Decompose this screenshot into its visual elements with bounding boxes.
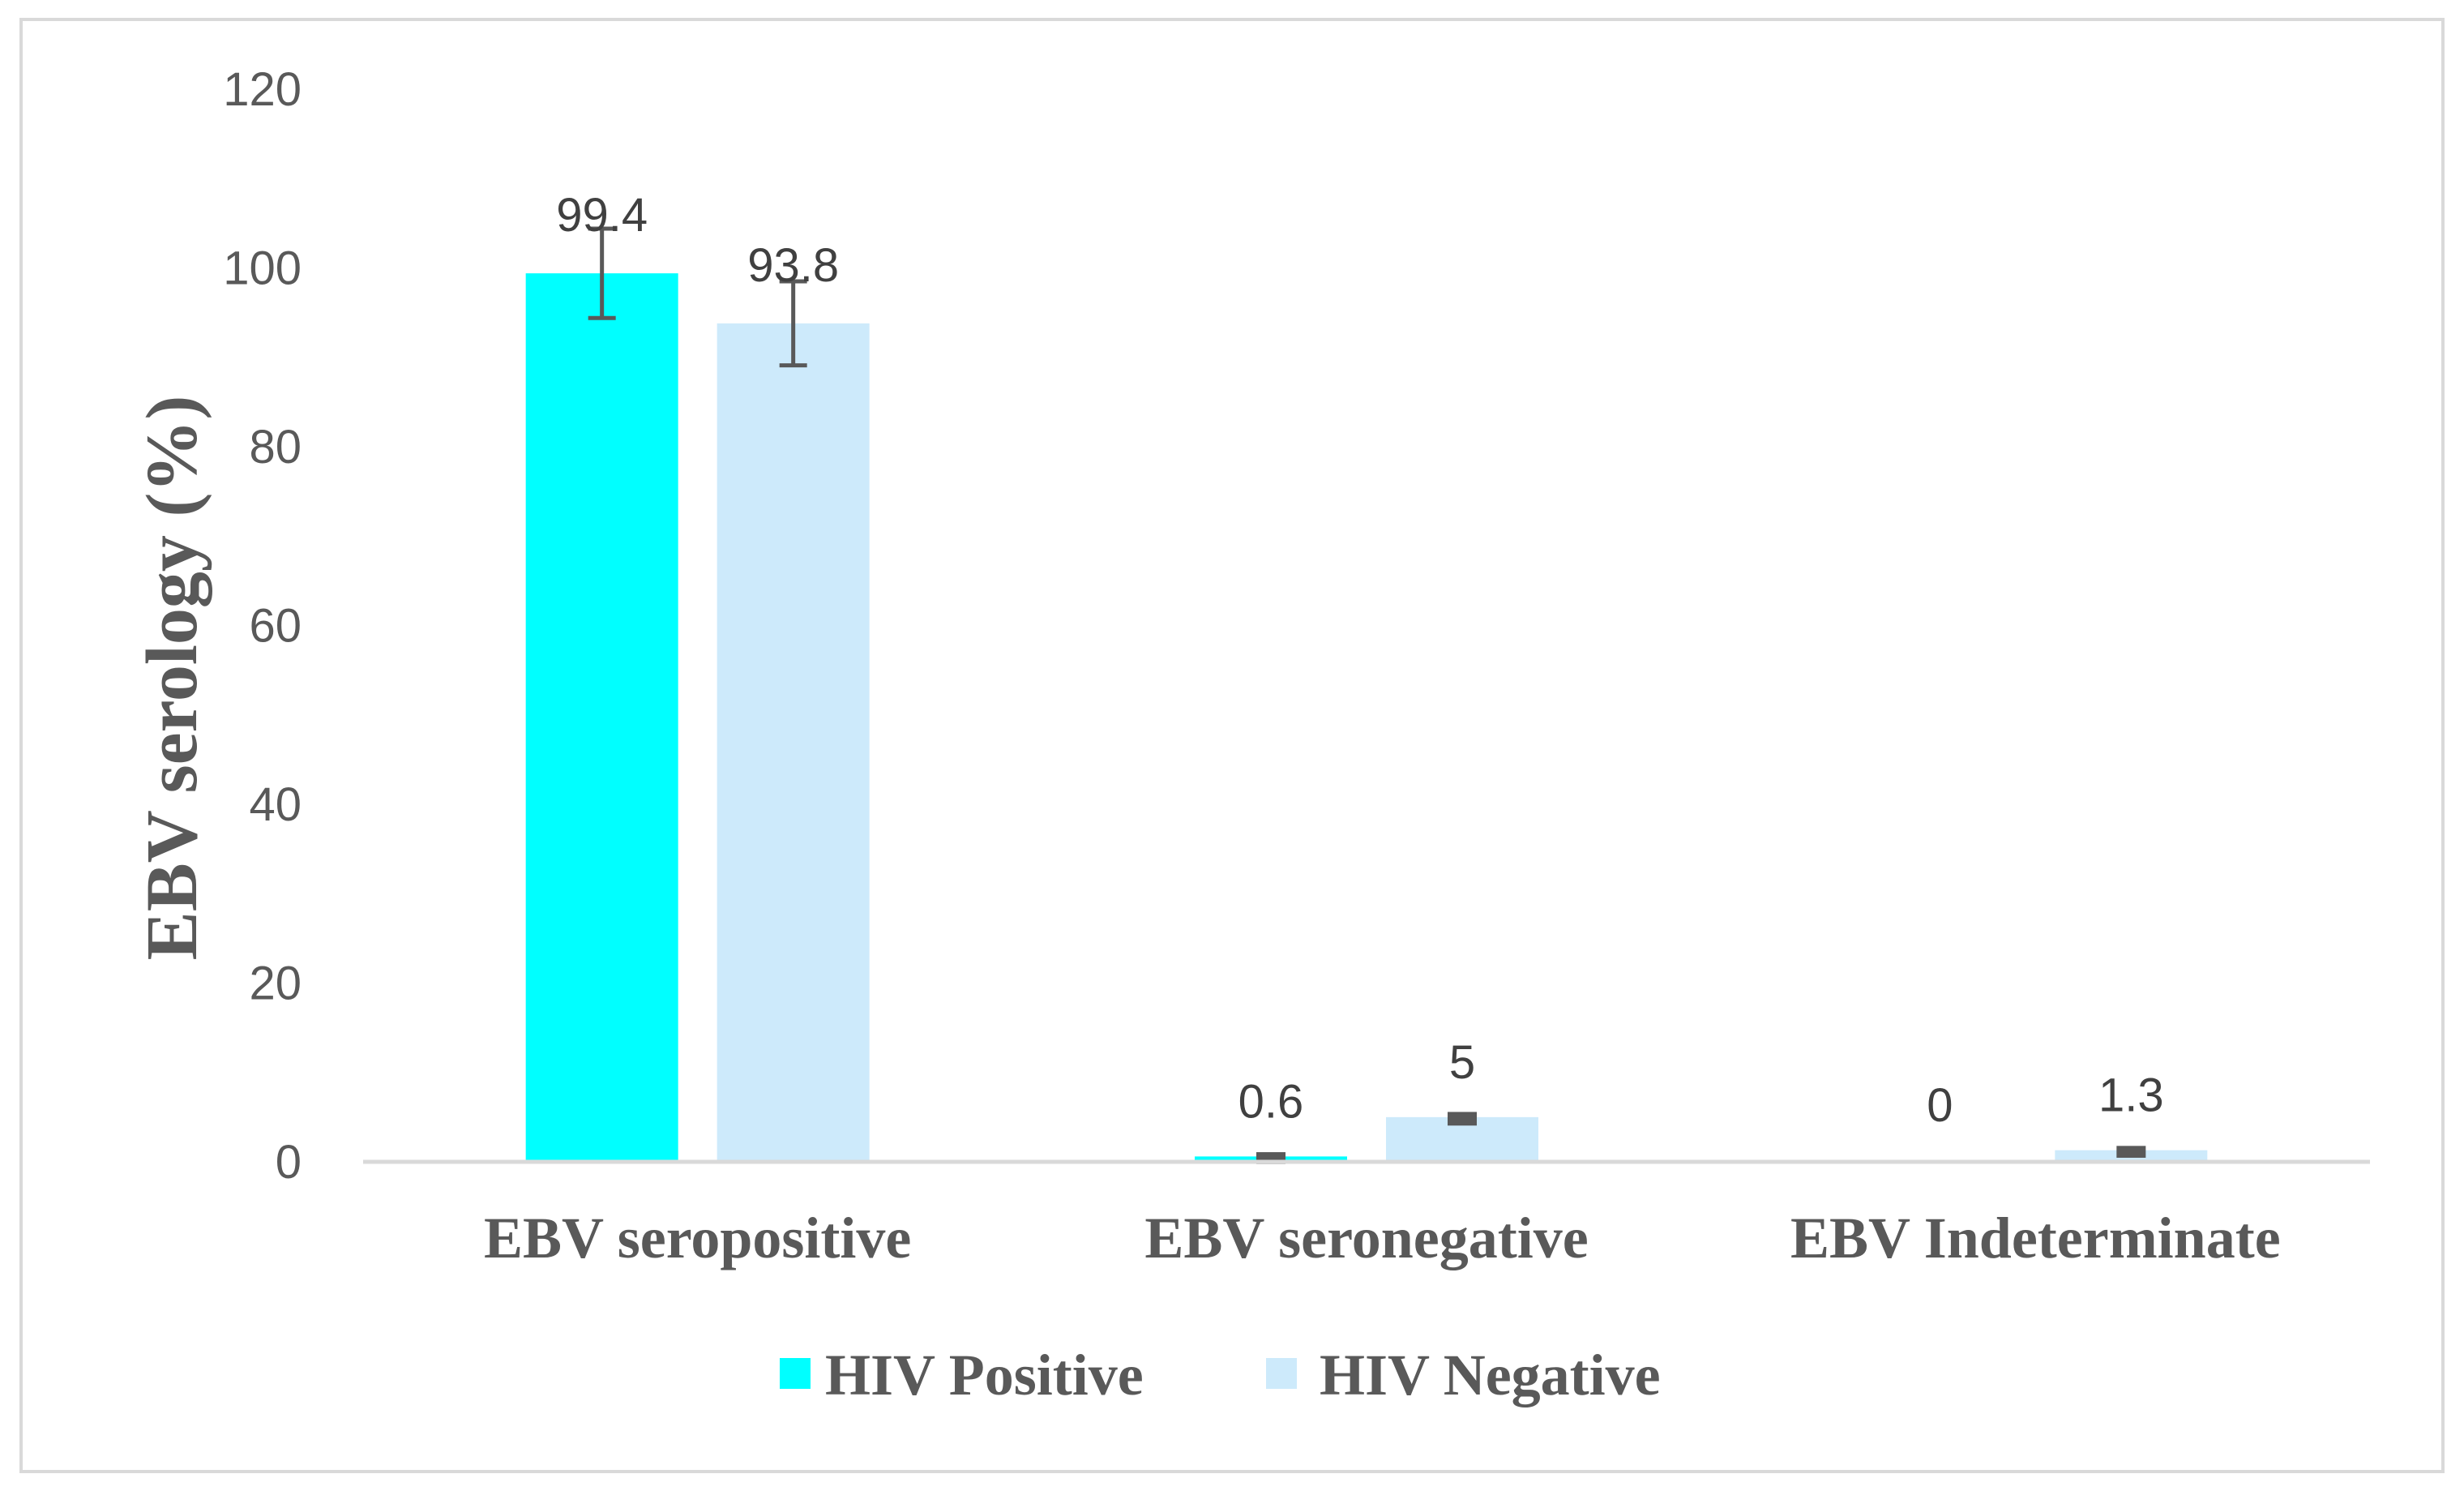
legend-label: HIV Positive	[825, 1343, 1144, 1407]
category-label: EBV Indeterminate	[1790, 1206, 2281, 1270]
y-tick-label: 40	[249, 778, 302, 831]
bar-hiv-positive	[525, 273, 678, 1162]
error-bar-cap	[2116, 1146, 2146, 1158]
y-tick-label: 0	[276, 1136, 302, 1189]
legend-swatch-hiv-negative	[1266, 1358, 1297, 1389]
data-label: 0	[1927, 1079, 1953, 1132]
data-label: 93.8	[747, 239, 839, 292]
category-label: EBV seropositive	[484, 1206, 911, 1270]
bar-hiv-negative	[717, 323, 870, 1163]
y-tick-label: 60	[249, 600, 302, 653]
legend-label: HIV Negative	[1320, 1343, 1661, 1407]
y-tick-label: 20	[249, 958, 302, 1010]
category-label: EBV seronegative	[1144, 1206, 1588, 1270]
bars	[525, 273, 2208, 1163]
y-tick-label: 100	[223, 242, 302, 295]
y-tick-label: 80	[249, 421, 302, 473]
data-label: 1.3	[2098, 1069, 2164, 1122]
legend: HIV Positive HIV Negative	[780, 1343, 1661, 1407]
error-bar-cap	[1448, 1112, 1477, 1126]
data-label: 0.6	[1238, 1075, 1304, 1128]
data-label: 99.4	[556, 189, 648, 242]
category-labels: EBV seropositive EBV seronegative EBV Inde…	[484, 1206, 2281, 1270]
data-label: 5	[1449, 1036, 1475, 1089]
chart-frame	[19, 18, 2445, 1473]
y-axis-ticks: 0 20 40 60 80 100 120	[223, 63, 302, 1189]
y-axis-title: EBV serology (%)	[132, 396, 212, 961]
legend-swatch-hiv-positive	[780, 1358, 811, 1389]
y-tick-label: 120	[223, 63, 302, 116]
data-labels: 99.4 93.8 0.6 5 0 1.3	[556, 189, 2163, 1132]
